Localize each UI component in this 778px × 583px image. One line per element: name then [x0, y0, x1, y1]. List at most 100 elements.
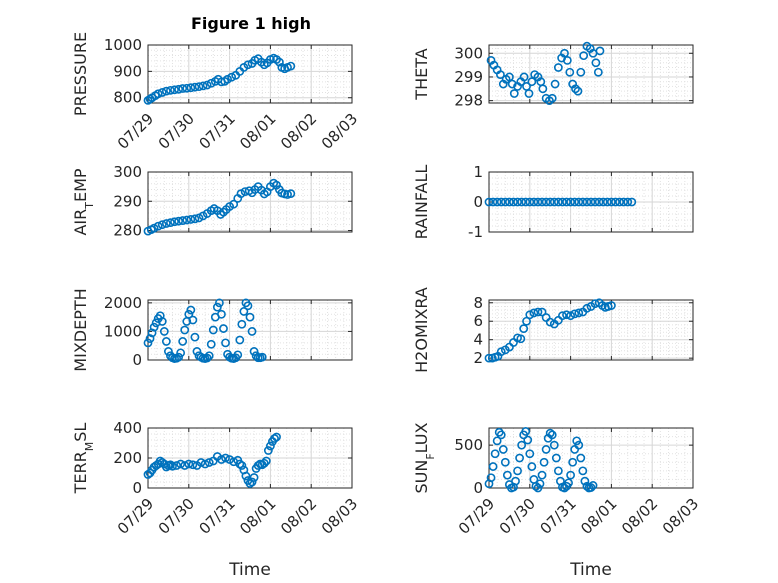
data-point — [535, 479, 545, 489]
data-point — [500, 197, 510, 207]
x-tick-label: 07/31 — [195, 110, 238, 153]
data-point — [595, 46, 605, 56]
axes-frame — [488, 299, 694, 361]
data-point — [560, 48, 569, 58]
data-point — [286, 61, 296, 71]
subplot-1: 800 900 1000 07/2907/3007/3108/0108/0208/03… — [71, 32, 361, 153]
y-tick-label: 0 — [473, 193, 483, 211]
data-point — [533, 197, 543, 207]
data-point — [537, 307, 547, 317]
data-point — [241, 471, 251, 481]
y-axis-label: TERRMSL — [71, 423, 96, 495]
data-point — [521, 197, 531, 207]
data-point — [570, 309, 580, 319]
y-tick-label: 400 — [113, 419, 142, 437]
data-point — [598, 197, 608, 207]
data-point — [562, 55, 572, 65]
subplot-2: 298 299 300 THETA — [412, 41, 694, 110]
y-tick-label: 1000 — [104, 322, 142, 340]
data-point — [533, 483, 543, 493]
y-axis-label: SUNFLUX — [412, 422, 437, 493]
data-point — [623, 197, 633, 207]
data-point — [186, 83, 196, 93]
data-point — [593, 67, 603, 77]
data-point — [586, 483, 596, 492]
data-point — [186, 215, 196, 224]
data-point — [580, 476, 590, 486]
data-point — [202, 80, 212, 90]
data-point — [545, 317, 555, 327]
data-point — [574, 308, 584, 318]
y-tick-label: 280 — [113, 222, 142, 240]
data-point — [265, 441, 275, 451]
data-point — [172, 461, 181, 470]
data-point — [488, 462, 498, 471]
y-axis-label: H2OMIXRA — [412, 287, 431, 373]
data-point — [594, 197, 604, 207]
data-point — [163, 347, 173, 356]
data-point — [229, 199, 239, 209]
x-tick-label: 07/31 — [536, 495, 579, 538]
data-point — [517, 197, 527, 207]
x-tick-label: 08/03 — [318, 110, 361, 153]
data-point — [151, 318, 161, 328]
data-point — [615, 197, 624, 207]
data-point — [582, 303, 592, 313]
data-point — [509, 197, 518, 207]
data-point — [247, 477, 257, 487]
data-point — [192, 347, 202, 356]
data-point — [570, 197, 580, 207]
y-tick-label: 290 — [113, 192, 142, 210]
data-point — [582, 481, 592, 491]
y-tick-label: 8 — [473, 294, 483, 312]
data-point — [200, 459, 210, 469]
data-point — [227, 72, 237, 82]
x-tick-label: 08/02 — [618, 495, 661, 538]
x-tick-label: 08/01 — [577, 495, 620, 538]
data-point — [547, 93, 557, 103]
data-point — [537, 197, 547, 207]
data-point — [490, 449, 500, 459]
y-tick-label: 0 — [132, 351, 142, 369]
data-point — [166, 460, 175, 470]
data-point — [578, 197, 588, 207]
data-point — [161, 337, 171, 346]
data-point — [527, 77, 537, 87]
data-point — [221, 338, 230, 348]
data-point — [507, 79, 517, 89]
y-tick-label: 800 — [113, 89, 142, 107]
data-point — [184, 309, 194, 319]
data-point — [541, 445, 551, 454]
data-point — [153, 89, 163, 99]
data-point — [566, 197, 575, 207]
data-point — [243, 60, 253, 70]
data-point — [607, 197, 616, 207]
data-point — [208, 325, 218, 335]
y-tick-label: 6 — [473, 312, 483, 330]
subplot-3: 280 290 300 AIRTEMP — [71, 163, 353, 240]
data-point — [573, 86, 583, 96]
data-point — [602, 197, 612, 207]
data-point — [196, 458, 206, 467]
data-point — [170, 217, 179, 227]
data-point — [619, 197, 629, 207]
subplot-5: 0 1000 2000 MIXDEPTH — [71, 288, 353, 372]
data-point — [161, 86, 171, 96]
data-point — [538, 84, 548, 94]
data-point — [188, 315, 198, 325]
data-point — [551, 453, 561, 463]
data-point — [513, 466, 522, 476]
data-point — [249, 473, 259, 482]
data-point — [578, 466, 588, 476]
data-point — [527, 462, 537, 471]
data-point — [553, 197, 563, 207]
data-point — [588, 481, 598, 490]
data-point — [157, 88, 167, 97]
y-tick-label: 200 — [113, 449, 142, 467]
data-point — [235, 459, 245, 469]
data-point — [504, 197, 514, 207]
x-tick-label: 07/30 — [155, 110, 198, 153]
data-point — [239, 307, 249, 316]
data-point — [517, 440, 527, 450]
data-point — [166, 85, 175, 95]
